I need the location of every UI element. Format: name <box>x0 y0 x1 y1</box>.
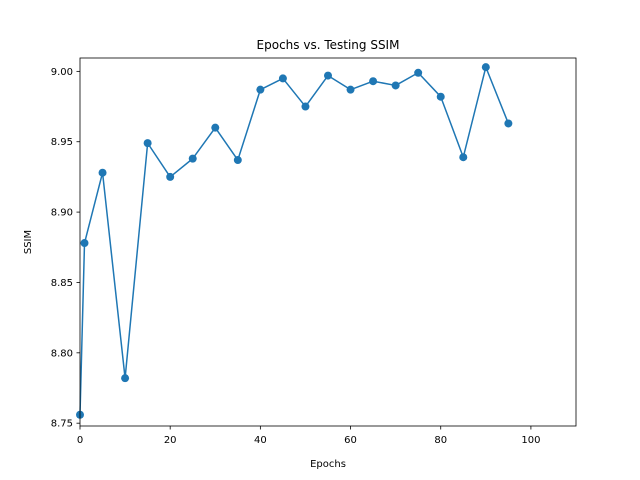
data-point <box>166 172 175 181</box>
chart-title: Epochs vs. Testing SSIM <box>257 38 400 52</box>
y-tick-label: 9.00 <box>51 67 73 78</box>
y-tick-label: 8.85 <box>51 278 73 289</box>
data-point <box>278 74 287 83</box>
y-axis-label: SSIM <box>23 230 34 254</box>
data-point <box>481 63 490 72</box>
data-point <box>324 71 332 80</box>
data-point <box>188 154 197 163</box>
data-point <box>98 168 107 177</box>
data-point <box>459 153 468 162</box>
x-tick-label: 80 <box>434 435 447 446</box>
x-tick-label: 60 <box>344 435 357 446</box>
data-point <box>346 85 355 94</box>
x-axis-label: Epochs <box>310 459 346 470</box>
data-point <box>80 239 89 248</box>
x-axis: 0 20 40 60 80 100 <box>77 426 540 446</box>
data-point <box>211 123 220 132</box>
x-tick-label: 40 <box>254 435 267 446</box>
x-tick-label: 20 <box>164 435 177 446</box>
y-tick-label: 8.95 <box>51 137 73 148</box>
data-point <box>301 102 310 111</box>
plot-frame <box>79 57 577 427</box>
data-point <box>504 119 513 128</box>
y-tick-label: 8.80 <box>51 348 73 359</box>
data-point <box>256 85 265 94</box>
data-point <box>436 92 445 101</box>
y-tick-label: 8.75 <box>51 419 73 430</box>
data-point <box>233 156 242 165</box>
data-point <box>414 68 423 77</box>
data-point <box>369 77 378 86</box>
data-point <box>143 139 152 148</box>
plot-area <box>76 63 513 419</box>
x-tick-label: 100 <box>521 435 540 446</box>
y-tick-label: 8.90 <box>51 208 73 219</box>
data-point <box>121 374 130 383</box>
y-axis: 8.75 8.80 8.85 8.90 8.95 9.00 <box>51 67 80 430</box>
x-tick-label: 0 <box>77 435 83 446</box>
data-point <box>391 81 400 90</box>
